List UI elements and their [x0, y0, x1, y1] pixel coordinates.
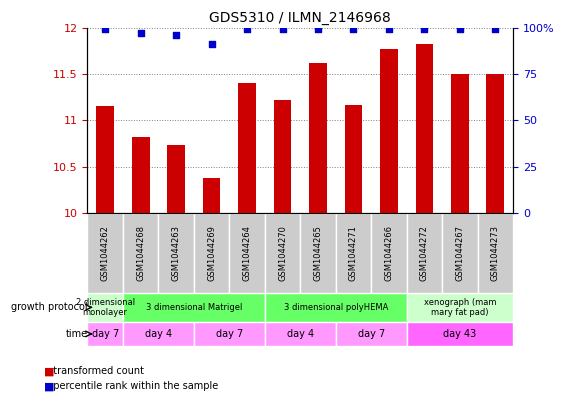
Text: day 7: day 7	[92, 329, 119, 339]
FancyBboxPatch shape	[406, 322, 513, 346]
FancyBboxPatch shape	[265, 322, 336, 346]
FancyBboxPatch shape	[87, 293, 123, 322]
FancyBboxPatch shape	[336, 213, 371, 293]
FancyBboxPatch shape	[300, 213, 336, 293]
Text: day 4: day 4	[287, 329, 314, 339]
Point	[420, 26, 429, 33]
Bar	[486, 74, 504, 213]
Bar	[345, 105, 362, 213]
Point	[100, 26, 110, 33]
Point	[349, 26, 358, 33]
Text: ■: ■	[44, 381, 54, 391]
Point	[455, 26, 465, 33]
FancyBboxPatch shape	[87, 322, 123, 346]
Text: GSM1044264: GSM1044264	[243, 225, 251, 281]
Bar	[132, 137, 149, 213]
Point	[207, 41, 216, 48]
Text: time: time	[65, 329, 87, 339]
Text: GSM1044267: GSM1044267	[455, 225, 464, 281]
Text: GSM1044266: GSM1044266	[384, 225, 394, 281]
FancyBboxPatch shape	[123, 213, 159, 293]
FancyBboxPatch shape	[477, 213, 513, 293]
Text: day 7: day 7	[357, 329, 385, 339]
Text: transformed count: transformed count	[47, 366, 143, 376]
Text: GSM1044272: GSM1044272	[420, 225, 429, 281]
Text: GSM1044271: GSM1044271	[349, 225, 358, 281]
Text: day 7: day 7	[216, 329, 243, 339]
FancyBboxPatch shape	[371, 213, 406, 293]
Text: ■: ■	[44, 366, 54, 376]
FancyBboxPatch shape	[406, 293, 513, 322]
Text: 2 dimensional
monolayer: 2 dimensional monolayer	[76, 298, 135, 317]
Bar	[380, 49, 398, 213]
FancyBboxPatch shape	[194, 322, 265, 346]
Bar	[309, 63, 327, 213]
Text: GSM1044270: GSM1044270	[278, 225, 287, 281]
Text: day 43: day 43	[443, 329, 476, 339]
Text: GSM1044273: GSM1044273	[491, 225, 500, 281]
Text: GSM1044268: GSM1044268	[136, 225, 145, 281]
Bar	[238, 83, 256, 213]
FancyBboxPatch shape	[87, 213, 123, 293]
Point	[278, 26, 287, 33]
Bar	[96, 107, 114, 213]
FancyBboxPatch shape	[265, 213, 300, 293]
FancyBboxPatch shape	[442, 213, 477, 293]
Text: growth protocol: growth protocol	[11, 302, 87, 312]
FancyBboxPatch shape	[159, 213, 194, 293]
FancyBboxPatch shape	[123, 293, 265, 322]
Title: GDS5310 / ILMN_2146968: GDS5310 / ILMN_2146968	[209, 11, 391, 25]
FancyBboxPatch shape	[406, 213, 442, 293]
FancyBboxPatch shape	[336, 322, 406, 346]
Text: 3 dimensional polyHEMA: 3 dimensional polyHEMA	[283, 303, 388, 312]
Bar	[167, 145, 185, 213]
Point	[384, 26, 394, 33]
Point	[313, 26, 322, 33]
Text: percentile rank within the sample: percentile rank within the sample	[47, 381, 218, 391]
FancyBboxPatch shape	[229, 213, 265, 293]
FancyBboxPatch shape	[265, 293, 406, 322]
Bar	[451, 74, 469, 213]
Bar	[203, 178, 220, 213]
Text: GSM1044263: GSM1044263	[171, 225, 181, 281]
Text: 3 dimensional Matrigel: 3 dimensional Matrigel	[146, 303, 242, 312]
Text: xenograph (mam
mary fat pad): xenograph (mam mary fat pad)	[424, 298, 496, 317]
Text: GSM1044265: GSM1044265	[314, 225, 322, 281]
FancyBboxPatch shape	[123, 322, 194, 346]
Point	[491, 26, 500, 33]
Text: day 4: day 4	[145, 329, 172, 339]
Point	[171, 32, 181, 38]
FancyBboxPatch shape	[194, 213, 229, 293]
Text: GSM1044262: GSM1044262	[101, 225, 110, 281]
Point	[136, 30, 145, 36]
Text: GSM1044269: GSM1044269	[207, 225, 216, 281]
Bar	[416, 44, 433, 213]
Point	[243, 26, 252, 33]
Bar	[273, 100, 292, 213]
